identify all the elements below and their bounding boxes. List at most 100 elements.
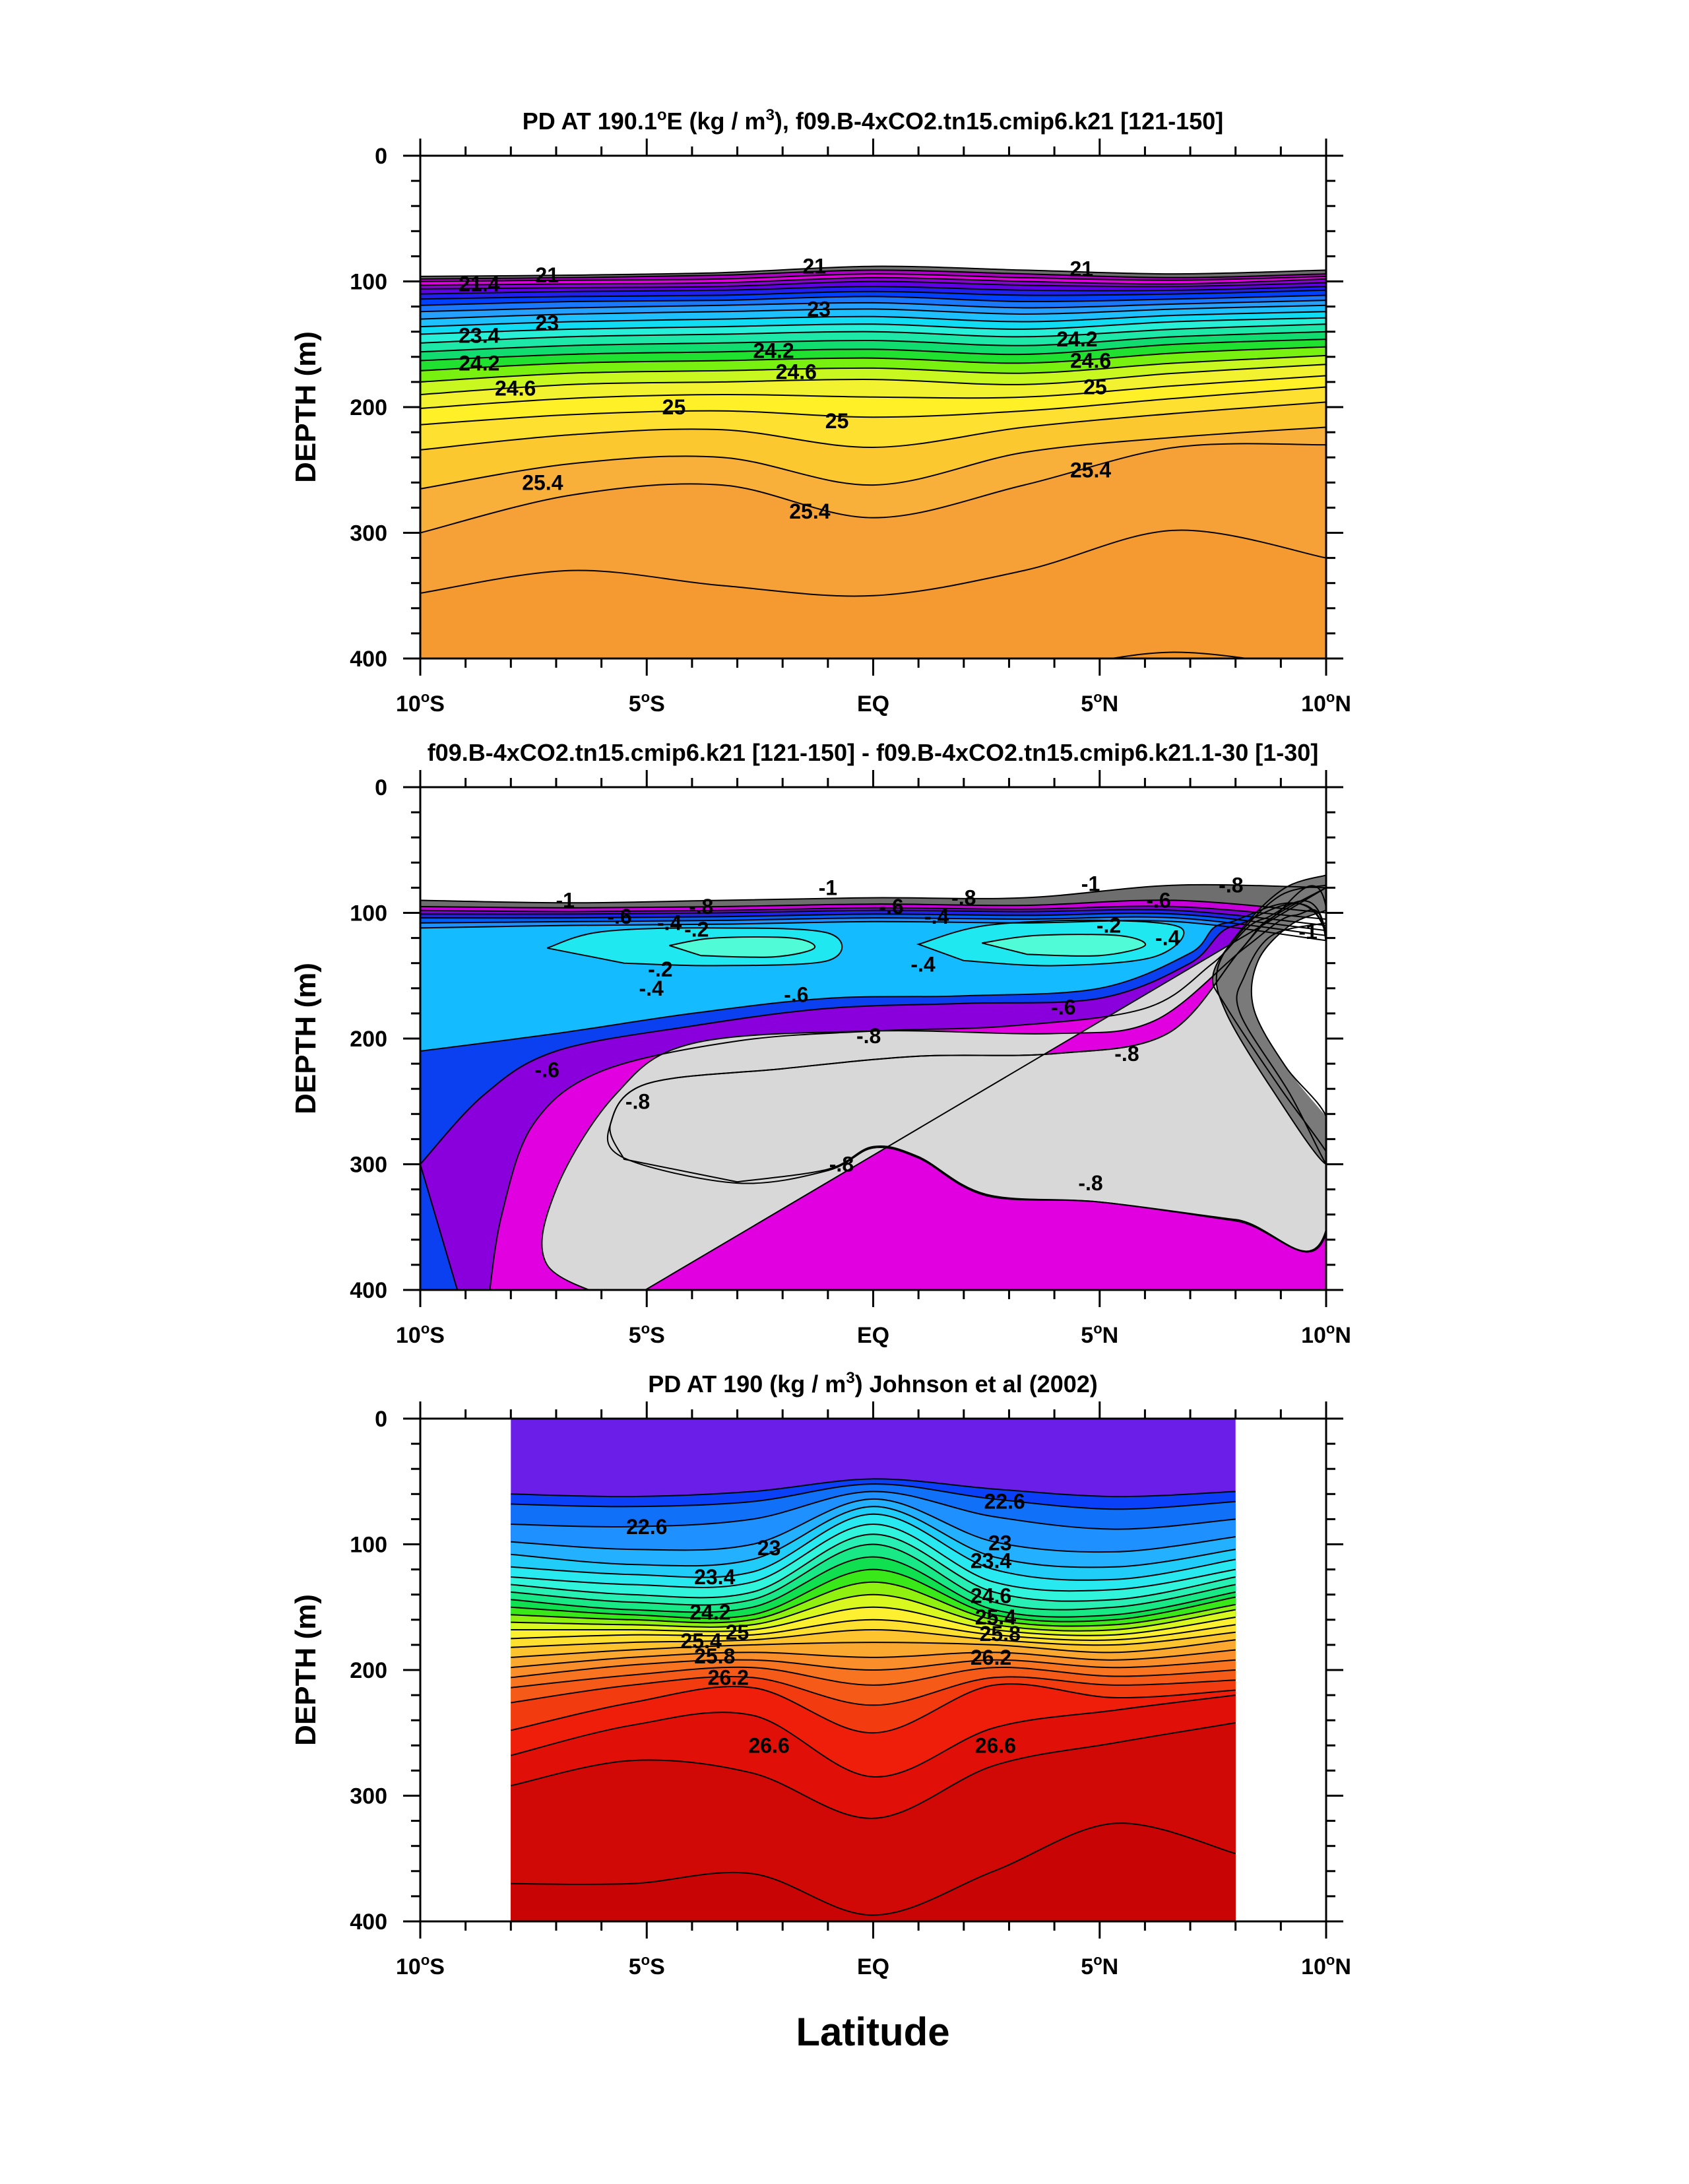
x-tick-degree: o xyxy=(421,1952,430,1968)
contour-line xyxy=(420,289,1326,300)
x-tick-value: 10 xyxy=(396,691,421,717)
contour-label: 22.6 xyxy=(626,1515,667,1539)
contour-line xyxy=(420,304,1326,320)
contour-label: -.6 xyxy=(535,1058,559,1082)
contour-label: -1 xyxy=(556,888,574,912)
contour-line xyxy=(420,280,1326,290)
x-tick-value: 10 xyxy=(396,1954,421,1979)
contour-label: -1 xyxy=(1298,920,1317,944)
contour-label: 23 xyxy=(988,1531,1012,1555)
contour-line xyxy=(511,1556,1236,1618)
x-tick-label: EQ xyxy=(857,1323,889,1348)
x-tick-value: 5 xyxy=(1081,691,1093,717)
contour-line xyxy=(669,936,816,958)
x-tick-hemisphere: S xyxy=(430,1954,445,1979)
contour-line xyxy=(511,1483,1236,1510)
y-tick-label: 200 xyxy=(350,1027,387,1052)
contour-line xyxy=(420,913,1326,932)
panel-model-density: PD AT 190.1oE (kg / m3), f09.B-4xCO2.tn1… xyxy=(290,106,1351,717)
panel-observed-density: PD AT 190 (kg / m3) Johnson et al (2002)… xyxy=(290,1369,1351,1979)
contour-line xyxy=(511,1722,1236,1819)
contour-label: -.8 xyxy=(1078,1171,1102,1195)
contour-label: -.6 xyxy=(879,895,903,918)
x-tick-hemisphere: N xyxy=(1335,1954,1351,1979)
x-tick-degree: o xyxy=(421,1320,430,1337)
contour-line xyxy=(420,338,1326,362)
x-tick-label: 5oS xyxy=(629,689,665,717)
y-tick-label: 0 xyxy=(375,144,387,169)
panel2-y-axis-label: DEPTH (m) xyxy=(290,963,322,1114)
x-tick-hemisphere: S xyxy=(650,691,665,717)
contour-line xyxy=(511,1498,1236,1553)
x-tick-value: EQ xyxy=(857,691,889,717)
contour-line xyxy=(420,909,1326,926)
contour-label: 24.2 xyxy=(459,351,499,375)
x-tick-label: 10oS xyxy=(396,1320,445,1348)
contour-label: -.4 xyxy=(639,977,664,1000)
contour-label: -1 xyxy=(1081,872,1100,896)
contour-label: -.8 xyxy=(1219,874,1243,897)
x-tick-label: 5oS xyxy=(629,1952,665,1979)
contour-region xyxy=(982,934,1146,956)
x-tick-value: 10 xyxy=(1301,691,1326,717)
panel3-contour-lines xyxy=(511,1478,1236,1916)
contour-line xyxy=(916,919,1185,967)
contour-line xyxy=(420,899,1326,914)
x-tick-degree: o xyxy=(421,689,430,705)
contour-label: -.6 xyxy=(1146,888,1170,912)
contour-line xyxy=(511,1659,1236,1679)
x-tick-degree: o xyxy=(1093,689,1102,705)
contour-label: 26.2 xyxy=(708,1665,749,1689)
x-tick-degree: o xyxy=(1326,1952,1335,1968)
x-tick-hemisphere: N xyxy=(1335,691,1351,717)
y-tick-label: 300 xyxy=(350,1784,387,1809)
x-tick-label: 10oS xyxy=(396,1952,445,1979)
x-axis-label: Latitude xyxy=(796,2010,949,2054)
panel3-y-axis-label: DEPTH (m) xyxy=(290,1594,322,1746)
contour-line xyxy=(420,905,1326,920)
contour-line xyxy=(1211,884,1326,1166)
x-tick-hemisphere: S xyxy=(430,691,445,717)
contour-band xyxy=(420,530,1326,658)
contour-line xyxy=(420,323,1326,344)
contour-label: 25.4 xyxy=(522,470,563,494)
y-tick-label: 200 xyxy=(350,1658,387,1683)
panel1-title-part: 3 xyxy=(766,106,775,124)
contour-label: -.2 xyxy=(648,957,672,981)
contour-label: 23 xyxy=(757,1536,781,1560)
y-tick-label: 200 xyxy=(350,395,387,420)
contour-label: 25.4 xyxy=(680,1629,721,1653)
contour-line xyxy=(511,1639,1236,1658)
contour-line xyxy=(420,346,1326,371)
x-tick-hemisphere: S xyxy=(650,1323,665,1348)
contour-label: 24.6 xyxy=(776,360,817,384)
panel1-title: PD AT 190.1oE (kg / m3), f09.B-4xCO2.tn1… xyxy=(523,106,1223,135)
contour-line xyxy=(420,902,1326,1290)
contour-line xyxy=(511,1606,1236,1636)
x-tick-label: 5oN xyxy=(1081,689,1118,717)
contour-label: -.6 xyxy=(1051,995,1075,1019)
contour-label: 26.6 xyxy=(975,1733,1016,1757)
contour-label: 21.4 xyxy=(459,272,499,296)
x-tick-label: EQ xyxy=(857,691,889,717)
x-tick-hemisphere: N xyxy=(1102,1323,1119,1348)
panel1-title-part: o xyxy=(657,106,667,124)
contour-line xyxy=(511,1619,1236,1641)
contour-line xyxy=(420,375,1326,409)
panel3-contour-fills xyxy=(511,1419,1236,1921)
contour-line xyxy=(420,311,1326,328)
contour-line xyxy=(982,934,1147,957)
x-tick-degree: o xyxy=(1093,1320,1102,1337)
contour-line xyxy=(1107,651,1252,658)
y-tick-label: 100 xyxy=(350,1533,387,1558)
contour-line xyxy=(420,386,1326,426)
contour-region xyxy=(610,885,1326,1252)
x-tick-value: 10 xyxy=(1301,1954,1326,1979)
x-tick-label: 10oN xyxy=(1301,1952,1351,1979)
contour-label: -.8 xyxy=(625,1089,650,1113)
panel3-title-part: PD AT 190 (kg / m xyxy=(648,1370,846,1397)
contour-band-top xyxy=(511,1419,1236,1425)
